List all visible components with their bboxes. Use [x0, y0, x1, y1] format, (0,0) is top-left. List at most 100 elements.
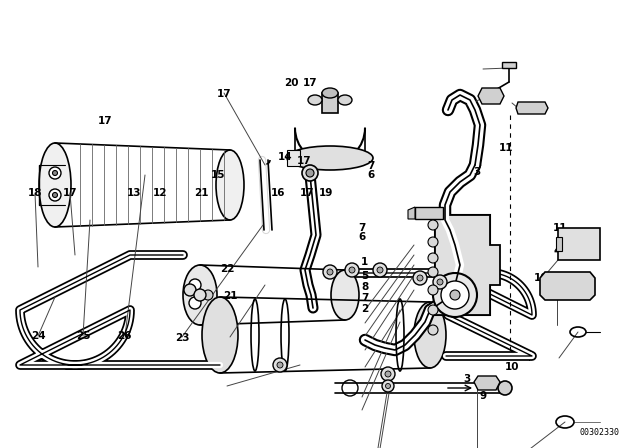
- Circle shape: [433, 275, 447, 289]
- Text: 18: 18: [28, 188, 42, 198]
- Circle shape: [428, 305, 438, 315]
- Circle shape: [273, 358, 287, 372]
- Circle shape: [450, 290, 460, 300]
- Circle shape: [306, 169, 314, 177]
- Circle shape: [49, 189, 61, 201]
- Text: 19: 19: [319, 188, 333, 198]
- Text: 6: 6: [358, 233, 365, 242]
- Circle shape: [184, 284, 196, 296]
- Circle shape: [385, 383, 390, 388]
- Ellipse shape: [322, 88, 338, 98]
- Circle shape: [189, 297, 201, 309]
- Circle shape: [428, 237, 438, 247]
- Text: 11: 11: [553, 224, 567, 233]
- Text: 24: 24: [31, 331, 45, 341]
- Circle shape: [377, 267, 383, 273]
- Text: 5: 5: [361, 271, 369, 280]
- Text: 7: 7: [361, 293, 369, 303]
- Circle shape: [441, 281, 469, 309]
- Circle shape: [428, 220, 438, 230]
- Text: 7: 7: [367, 161, 375, 171]
- Polygon shape: [408, 207, 415, 219]
- Text: 22: 22: [220, 264, 234, 274]
- Text: 14: 14: [278, 152, 292, 162]
- Ellipse shape: [216, 150, 244, 220]
- Circle shape: [381, 367, 395, 381]
- Circle shape: [49, 167, 61, 179]
- Circle shape: [194, 289, 206, 301]
- Circle shape: [498, 381, 512, 395]
- Text: 23: 23: [175, 333, 189, 343]
- Ellipse shape: [414, 302, 446, 368]
- Text: 21: 21: [223, 291, 237, 301]
- Bar: [435, 215, 490, 315]
- Text: 13: 13: [127, 188, 141, 198]
- Polygon shape: [474, 376, 500, 390]
- Ellipse shape: [183, 265, 217, 325]
- Text: 17: 17: [300, 188, 314, 198]
- Circle shape: [52, 171, 58, 176]
- Text: 3: 3: [463, 374, 471, 383]
- Text: 16: 16: [271, 188, 285, 198]
- Text: 7: 7: [358, 224, 365, 233]
- Text: 20: 20: [284, 78, 298, 88]
- Ellipse shape: [202, 297, 238, 373]
- Text: 17: 17: [297, 156, 311, 166]
- Ellipse shape: [287, 146, 373, 170]
- Text: 2: 2: [361, 304, 369, 314]
- Text: 00302330: 00302330: [580, 427, 620, 436]
- Text: 26: 26: [118, 331, 132, 341]
- Circle shape: [428, 325, 438, 335]
- Circle shape: [437, 279, 443, 285]
- Text: 17: 17: [303, 78, 317, 88]
- Bar: [502, 62, 516, 68]
- Text: 3: 3: [473, 168, 481, 177]
- Circle shape: [385, 371, 391, 377]
- Text: 1: 1: [361, 257, 369, 267]
- Text: 4: 4: [553, 246, 561, 256]
- Circle shape: [327, 269, 333, 275]
- Text: 12: 12: [153, 188, 167, 198]
- Bar: [558, 228, 600, 260]
- Circle shape: [373, 263, 387, 277]
- Text: 11: 11: [499, 143, 513, 153]
- Circle shape: [277, 362, 283, 368]
- Text: 10: 10: [505, 362, 519, 372]
- Circle shape: [349, 267, 355, 273]
- Text: 9: 9: [479, 392, 487, 401]
- Text: 25: 25: [76, 331, 90, 341]
- Text: 6: 6: [367, 170, 375, 180]
- Ellipse shape: [39, 143, 71, 227]
- Text: 21: 21: [195, 188, 209, 198]
- Circle shape: [203, 290, 213, 300]
- Circle shape: [52, 193, 58, 198]
- Text: 17: 17: [217, 89, 231, 99]
- Ellipse shape: [338, 95, 352, 105]
- Circle shape: [302, 165, 318, 181]
- Polygon shape: [435, 215, 500, 315]
- Ellipse shape: [331, 270, 359, 320]
- Circle shape: [417, 275, 423, 281]
- Circle shape: [382, 380, 394, 392]
- Circle shape: [323, 265, 337, 279]
- Polygon shape: [287, 150, 300, 166]
- Bar: [415, 207, 443, 219]
- Text: 8: 8: [361, 282, 369, 292]
- Circle shape: [428, 285, 438, 295]
- Polygon shape: [540, 272, 595, 300]
- Circle shape: [428, 267, 438, 277]
- Text: 17: 17: [99, 116, 113, 126]
- Ellipse shape: [308, 95, 322, 105]
- Text: 17: 17: [63, 188, 77, 198]
- Bar: [322, 93, 338, 113]
- Polygon shape: [516, 102, 548, 114]
- Circle shape: [413, 271, 427, 285]
- Polygon shape: [478, 88, 504, 104]
- Bar: [556, 237, 562, 251]
- Circle shape: [345, 263, 359, 277]
- Circle shape: [189, 279, 201, 291]
- Text: 10: 10: [534, 273, 548, 283]
- Circle shape: [433, 273, 477, 317]
- Circle shape: [428, 253, 438, 263]
- Text: 15: 15: [211, 170, 225, 180]
